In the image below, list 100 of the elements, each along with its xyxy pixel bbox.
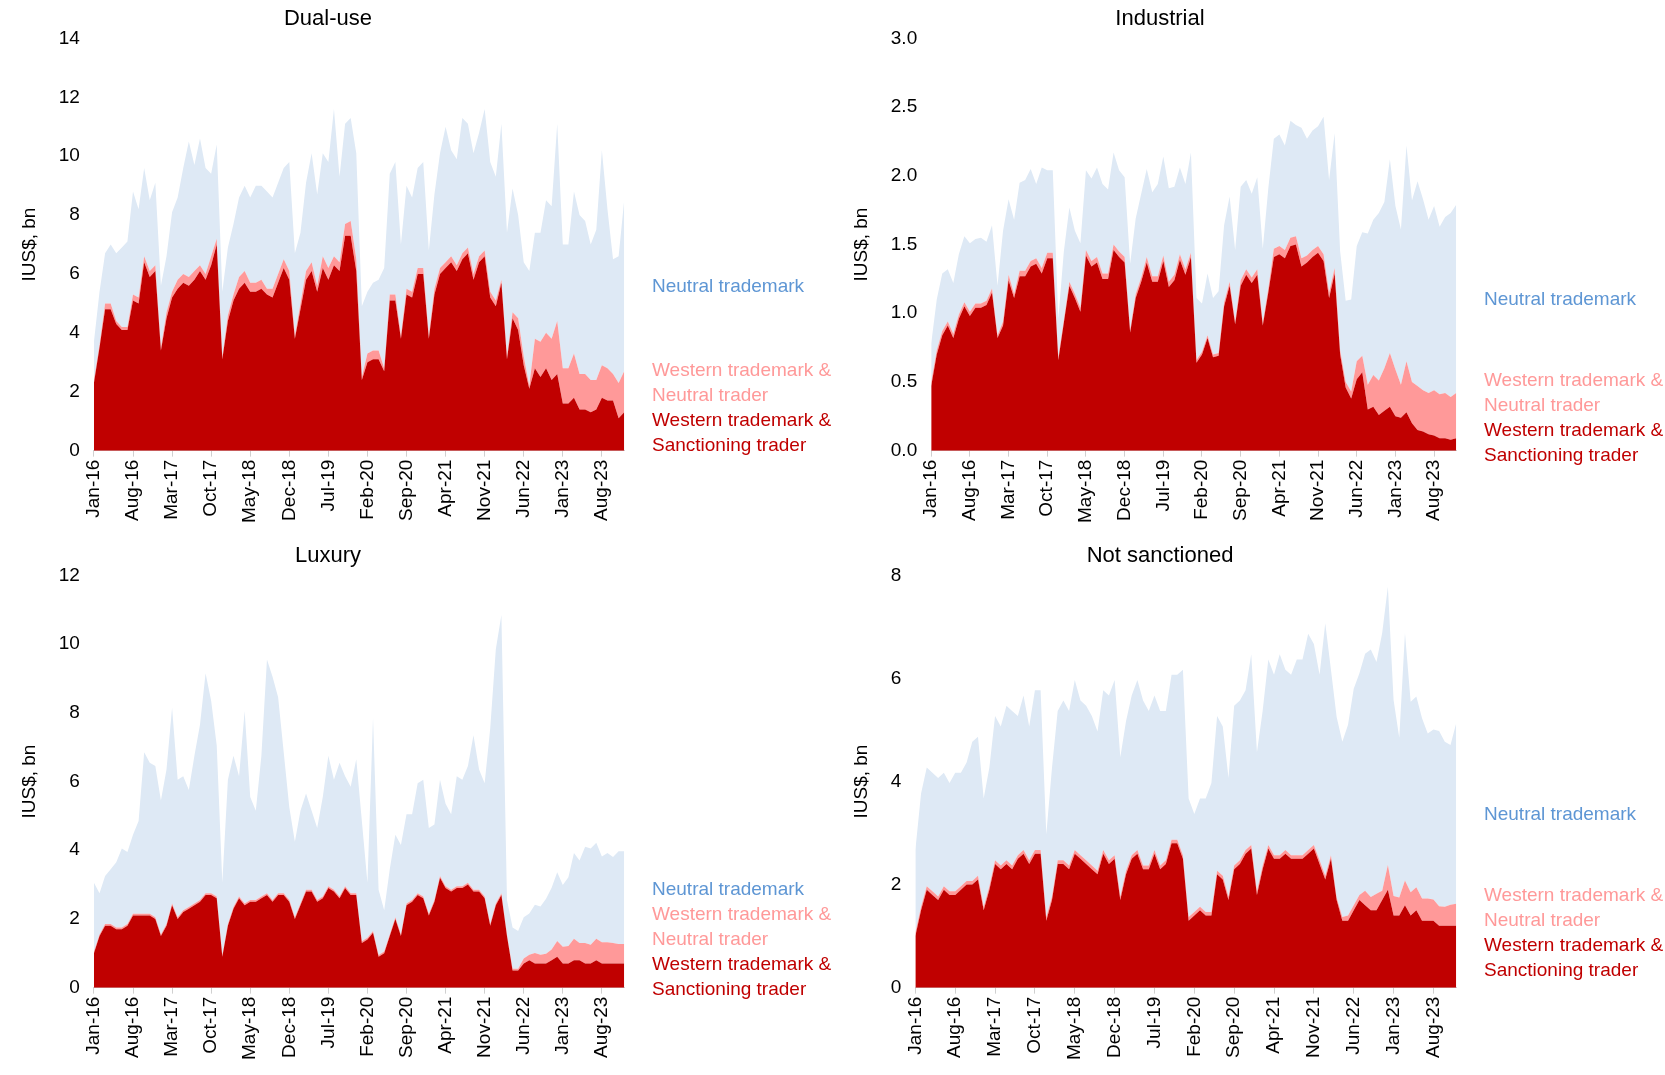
y-tick-label: 6 <box>890 666 902 688</box>
x-tick-label: Oct-17 <box>199 996 221 1054</box>
x-tick-label: Oct-17 <box>199 459 221 517</box>
y-tick-label: 2.5 <box>890 95 918 117</box>
x-tick-label: Feb-20 <box>355 459 377 520</box>
x-tick-label: Aug-23 <box>1422 459 1444 521</box>
series-label: Neutral trademark <box>652 876 806 901</box>
x-tick-label: Sep-20 <box>394 459 416 521</box>
x-tick-label: Aug-16 <box>958 459 980 521</box>
x-tick-label: Jan-16 <box>919 459 941 518</box>
x-tick-label: Jul-19 <box>316 459 338 512</box>
x-tick-label: Jun-22 <box>511 459 533 518</box>
y-axis-title: IUS$, bn <box>17 744 39 819</box>
y-tick-label: 1.0 <box>890 301 918 323</box>
x-tick-label: Jan-23 <box>551 996 573 1055</box>
y-axis-title: IUS$, bn <box>849 207 871 282</box>
x-tick-label: Aug-16 <box>121 459 143 521</box>
y-tick-label: 0.0 <box>890 438 918 460</box>
y-tick-label: 12 <box>58 563 80 585</box>
y-tick-label: 0 <box>890 975 902 997</box>
series-label: Western trademark & Sanctioning trader <box>652 951 832 1001</box>
x-tick-label: Mar-17 <box>983 996 1005 1057</box>
series-label: Neutral trademark <box>1484 801 1638 826</box>
x-tick-label: Dec-18 <box>1102 996 1124 1058</box>
y-tick-label: 4 <box>69 321 81 343</box>
y-tick-label: 3.0 <box>890 26 918 48</box>
chart-title: Industrial <box>1115 5 1205 31</box>
x-tick-label: Jan-23 <box>1383 459 1405 518</box>
x-tick-label: Jan-16 <box>82 996 104 1055</box>
y-tick-label: 0 <box>69 975 80 997</box>
series-label: Western trademark & Sanctioning trader <box>652 407 832 457</box>
y-tick-label: 2.0 <box>890 164 918 186</box>
x-tick-label: Dec-18 <box>277 996 299 1058</box>
x-tick-label: Aug-23 <box>590 459 612 521</box>
y-tick-label: 2 <box>890 872 902 894</box>
series-label: Western trademark & Sanctioning trader <box>1484 932 1664 982</box>
x-tick-label: Oct-17 <box>1023 996 1045 1054</box>
x-tick-label: Apr-21 <box>433 459 455 517</box>
x-tick-label: Apr-21 <box>1262 996 1284 1054</box>
x-tick-label: Mar-17 <box>160 459 182 520</box>
x-tick-label: Jan-16 <box>903 996 925 1055</box>
y-tick-label: 8 <box>69 203 80 225</box>
x-tick-label: Aug-23 <box>1421 996 1443 1058</box>
x-tick-label: Nov-21 <box>472 459 494 521</box>
x-tick-label: May-18 <box>238 459 260 523</box>
x-tick-label: Jun-22 <box>1341 996 1363 1055</box>
x-tick-label: Jul-19 <box>316 996 338 1049</box>
y-tick-label: 10 <box>58 632 80 654</box>
y-tick-label: 0 <box>69 438 80 460</box>
series-label: Western trademark & Sanctioning trader <box>1484 417 1664 467</box>
x-tick-label: Apr-21 <box>433 996 455 1054</box>
x-tick-label: Jun-22 <box>511 996 533 1055</box>
x-tick-label: Mar-17 <box>160 996 182 1057</box>
x-tick-label: Aug-23 <box>590 996 612 1058</box>
y-tick-label: 0.5 <box>890 370 918 392</box>
x-tick-label: Aug-16 <box>943 996 965 1058</box>
y-tick-label: 10 <box>58 144 80 166</box>
x-tick-label: Mar-17 <box>996 459 1018 520</box>
y-axis-title: IUS$, bn <box>17 207 39 282</box>
x-tick-label: May-18 <box>238 996 260 1060</box>
x-tick-label: Jul-19 <box>1151 459 1173 512</box>
x-tick-label: Oct-17 <box>1035 459 1057 517</box>
series-label: Western trademark & Neutral trader <box>1484 882 1664 932</box>
x-tick-label: May-18 <box>1063 996 1084 1060</box>
x-tick-label: Dec-18 <box>277 459 299 521</box>
x-tick-label: Apr-21 <box>1267 459 1289 517</box>
y-tick-label: 14 <box>58 26 81 48</box>
chart-title: Luxury <box>294 542 362 568</box>
chart-title: Dual-use <box>283 5 373 31</box>
y-tick-label: 2 <box>69 379 80 401</box>
x-tick-label: Nov-21 <box>1306 459 1328 521</box>
y-tick-label: 6 <box>69 769 80 791</box>
x-tick-label: Jan-23 <box>551 459 573 518</box>
x-tick-label: Jul-19 <box>1142 996 1164 1049</box>
y-tick-label: 4 <box>69 838 81 860</box>
y-tick-label: 8 <box>890 563 902 585</box>
x-tick-label: Nov-21 <box>1302 996 1324 1058</box>
series-label: Neutral trademark <box>1484 287 1638 312</box>
series-label: Western trademark & Neutral trader <box>652 357 832 407</box>
y-tick-label: 4 <box>890 769 902 791</box>
x-tick-label: Dec-18 <box>1112 459 1134 521</box>
y-tick-label: 8 <box>69 701 80 723</box>
y-tick-label: 1.5 <box>890 232 918 254</box>
series-label: Western trademark & Neutral trader <box>1484 367 1664 417</box>
y-axis-title: IUS$, bn <box>849 744 871 819</box>
series-label: Western trademark & Neutral trader <box>652 901 832 951</box>
y-tick-label: 6 <box>69 262 80 284</box>
y-tick-label: 12 <box>58 85 80 107</box>
x-tick-label: Feb-20 <box>1190 459 1212 520</box>
x-tick-label: Sep-20 <box>1222 996 1244 1058</box>
y-tick-label: 2 <box>69 907 80 929</box>
x-tick-label: Feb-20 <box>355 996 377 1057</box>
x-tick-label: Jan-23 <box>1381 996 1403 1055</box>
series-label: Neutral trademark <box>652 274 806 299</box>
chart-title: Not sanctioned <box>1086 542 1234 568</box>
x-tick-label: Sep-20 <box>394 996 416 1058</box>
x-tick-label: Jun-22 <box>1344 459 1366 518</box>
x-tick-label: Nov-21 <box>472 996 494 1058</box>
x-tick-label: Sep-20 <box>1228 459 1250 521</box>
x-tick-label: Aug-16 <box>121 996 143 1058</box>
